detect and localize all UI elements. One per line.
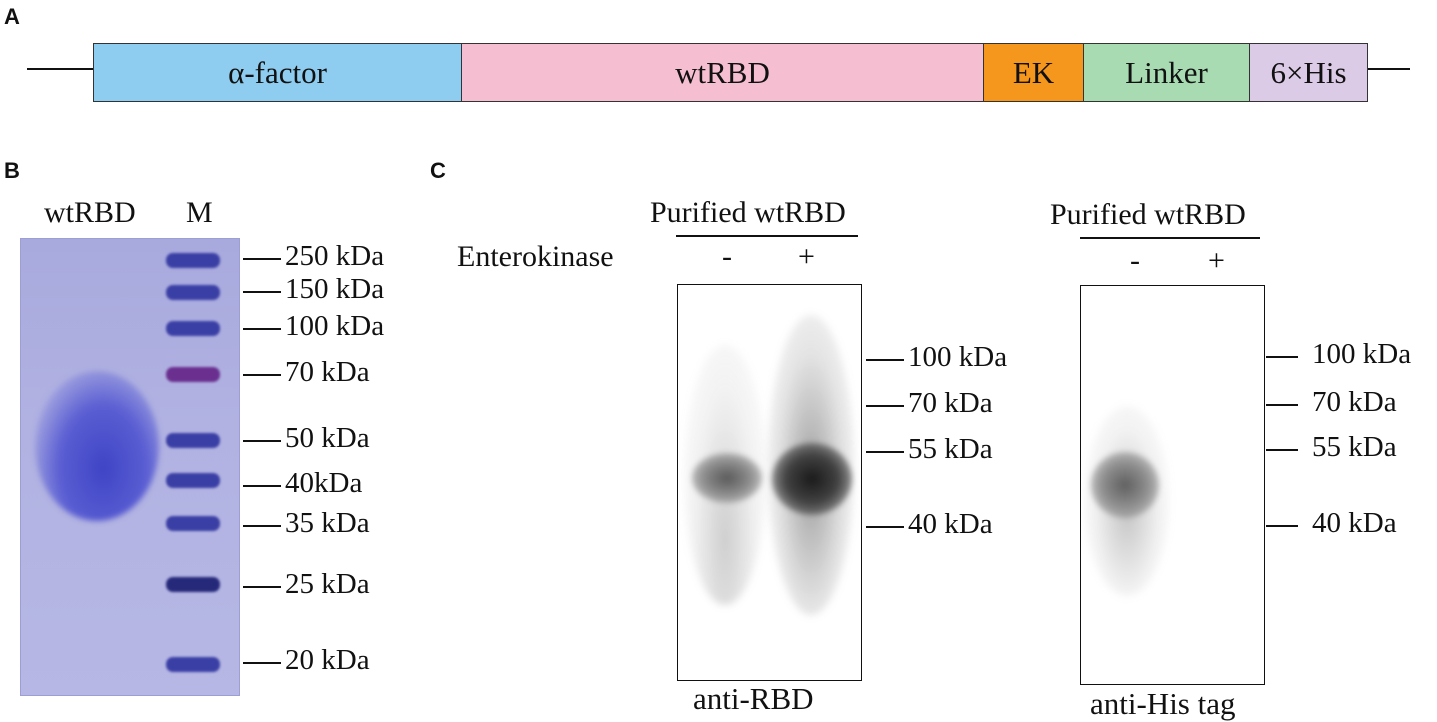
lane-label-marker: M (186, 196, 213, 229)
ladder-band (166, 577, 220, 592)
marker-label: 150 kDa (285, 273, 385, 305)
ladder-band (166, 285, 220, 300)
marker-label: 250 kDa (285, 240, 385, 272)
marker-label: 100 kDa (1312, 338, 1412, 370)
segment-label: wtRBD (675, 54, 770, 90)
marker-label: 50 kDa (285, 422, 370, 454)
panel-label-a: A (4, 4, 20, 29)
marker-label: 100 kDa (908, 341, 1008, 373)
marker-label: 20 kDa (285, 644, 370, 676)
segment-label: 6×His (1270, 54, 1347, 90)
panel-label-c: C (430, 158, 446, 183)
marker-label: 70 kDa (1312, 386, 1397, 418)
marker-label: 25 kDa (285, 568, 370, 600)
blot-rbd-caption: anti-RBD (693, 681, 814, 716)
marker-label: 40 kDa (1312, 507, 1397, 539)
blot-anti-his (1080, 285, 1265, 685)
blot-his-header-underline (1080, 237, 1260, 239)
segment-his-tag: 6×His (1249, 43, 1368, 102)
ladder-band (166, 516, 220, 531)
ladder-band (166, 367, 220, 382)
ladder-band (166, 473, 220, 488)
blot-his-caption: anti-His tag (1090, 686, 1236, 721)
treatment-label: Enterokinase (457, 240, 614, 273)
rbd-lane-minus-band (692, 453, 762, 503)
lane-minus-label: - (1130, 244, 1140, 277)
construct-right-line (1366, 68, 1410, 70)
segment-label: EK (1012, 54, 1055, 90)
ladder-band (166, 657, 220, 672)
segment-label: α-factor (228, 54, 327, 90)
segment-wtrbd: wtRBD (461, 43, 984, 102)
panel-label-b: B (4, 158, 20, 183)
marker-label: 70 kDa (908, 387, 993, 419)
ladder-band (166, 433, 220, 448)
segment-alpha-factor: α-factor (93, 43, 462, 102)
marker-label: 35 kDa (285, 507, 370, 539)
wtrbd-protein-band (35, 371, 159, 521)
blot-his-header: Purified wtRBD (1050, 198, 1246, 231)
blot-rbd-header: Purified wtRBD (650, 196, 846, 229)
blot-rbd-header-underline (676, 235, 858, 237)
marker-label: 70 kDa (285, 356, 370, 388)
ladder-band (166, 321, 220, 336)
lane-label-wtrbd: wtRBD (44, 196, 136, 229)
ladder-band (166, 253, 220, 268)
marker-label: 55 kDa (1312, 431, 1397, 463)
rbd-lane-plus-band (772, 443, 852, 515)
marker-label: 40kDa (285, 467, 363, 499)
segment-linker: Linker (1083, 43, 1250, 102)
coomassie-gel (20, 238, 240, 696)
construct-left-line (27, 68, 94, 70)
segment-ek: EK (983, 43, 1084, 102)
segment-label: Linker (1125, 54, 1208, 90)
lane-plus-label: + (798, 240, 815, 273)
blot-anti-rbd (677, 284, 862, 681)
lane-plus-label: + (1208, 244, 1225, 277)
his-lane-minus-band (1091, 452, 1159, 518)
lane-minus-label: - (722, 240, 732, 273)
marker-label: 40 kDa (908, 508, 993, 540)
marker-label: 100 kDa (285, 310, 385, 342)
marker-label: 55 kDa (908, 433, 993, 465)
